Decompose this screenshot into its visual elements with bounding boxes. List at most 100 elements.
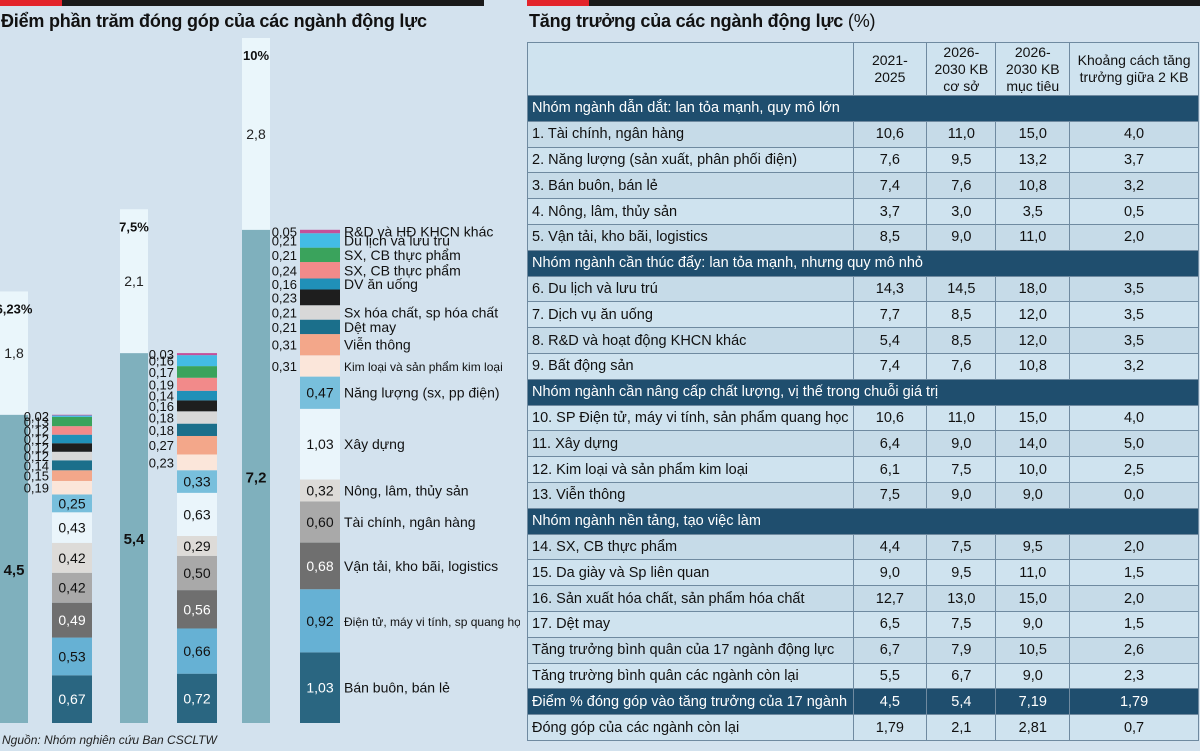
row-value: 7,4 [852, 352, 928, 380]
breakdown-value-label: 0,21 [272, 305, 297, 320]
breakdown-value-label: 0,56 [183, 601, 210, 617]
row-value: 0,7 [1069, 714, 1199, 741]
row-value: 10,0 [995, 456, 1071, 483]
table-row: Tăng trường bình quân các ngành còn lại 5… [527, 662, 1199, 690]
row-value: 11,0 [995, 223, 1071, 251]
main-bar-base [120, 353, 148, 723]
main-bar-remaining [120, 209, 148, 354]
row-label: 15. Da giày và Sp liên quan [527, 559, 854, 587]
breakdown-value-label: 0,68 [306, 558, 333, 574]
sector-label: Năng lượng (sx, pp điện) [344, 385, 500, 401]
row-label: 12. Kim loại và sản phẩm kim loại [527, 456, 854, 483]
main-bar-base [0, 414, 28, 723]
section-title: Nhóm ngành cần thúc đẩy: lan tỏa mạnh, n… [527, 249, 1199, 277]
row-value: 4,0 [1069, 120, 1199, 148]
table-row: 10. SP Điện tử, máy vi tính, sản phẩm qu… [527, 404, 1199, 432]
main-bar-remaining [0, 291, 28, 415]
breakdown-segment [177, 535, 217, 556]
sector-label: DV ăn uống [344, 276, 418, 292]
row-value: 7,6 [926, 172, 997, 200]
row-value: 9,5 [926, 559, 997, 587]
table-row: 3. Bán buôn, bán lẻ 7,4 7,6 10,8 3,2 [527, 172, 1199, 200]
breakdown-segment [300, 355, 340, 377]
breakdown-segment [177, 400, 217, 412]
breakdown-value-label: 0,12 [24, 449, 49, 464]
main-bar-remaining-label: 2,8 [246, 126, 266, 142]
row-value: 7,5 [852, 481, 928, 509]
sector-label: Du lịch và lưu trú [344, 232, 450, 248]
sector-label: Điện tử, máy vi tính, sp quang học [344, 615, 520, 629]
breakdown-segment [52, 434, 92, 444]
left-top-bar [0, 0, 484, 6]
breakdown-value-label: 0,72 [183, 690, 210, 706]
section-title: Nhóm ngành cần nâng cấp chất lượng, vị t… [527, 378, 1199, 406]
row-value: 6,4 [852, 430, 928, 458]
row-value: 5,0 [1069, 430, 1199, 458]
row-label: 6. Du lịch và lưu trú [527, 275, 854, 303]
breakdown-segment [177, 355, 217, 367]
sector-label: Vận tải, kho bãi, logistics [344, 558, 498, 574]
row-value: 3,0 [926, 198, 997, 225]
breakdown-segment [52, 494, 92, 513]
row-label: 10. SP Điện tử, máy vi tính, sản phẩm qu… [527, 404, 854, 432]
sector-label: Tài chính, ngân hàng [344, 514, 476, 530]
breakdown-segment [52, 512, 92, 543]
table-header-cell: 2021-2025 [852, 42, 928, 96]
table-row: 15. Da giày và Sp liên quan 9,0 9,5 11,0 1,5 [527, 559, 1199, 587]
highlight-row: Điểm % đóng góp vào tăng trưởng của 17 n… [527, 688, 1199, 716]
breakdown-segment [52, 572, 92, 603]
breakdown-segment [300, 262, 340, 279]
sector-label: Dệt may [344, 319, 396, 335]
breakdown-value-label: 1,03 [306, 680, 333, 696]
breakdown-value-label: 0,17 [149, 365, 174, 380]
table-row: 16. Sản xuất hóa chất, sản phẩm hóa chất… [527, 585, 1199, 612]
table-row: 1. Tài chính, ngân hàng 10,6 11,0 15,0 4,0 [527, 120, 1199, 148]
row-value: 7,9 [926, 636, 997, 664]
row-value: 2,3 [1069, 662, 1199, 690]
breakdown-value-label: 0,29 [183, 538, 210, 554]
breakdown-value-label: 0,21 [272, 320, 297, 335]
breakdown-value-label: 0,92 [306, 613, 333, 629]
breakdown-value-label: 0,27 [149, 438, 174, 453]
row-value: 1,5 [1069, 610, 1199, 638]
row-value: 4,4 [852, 533, 928, 561]
main-bar-total-label: 6,23% [0, 301, 33, 316]
row-value: 12,7 [852, 585, 928, 612]
row-value: 15,0 [995, 120, 1071, 148]
row-value: 7,4 [852, 172, 928, 200]
row-value: 0,5 [1069, 198, 1199, 225]
breakdown-segment [52, 414, 92, 416]
row-label: Tăng trường bình quân các ngành còn lại [527, 662, 854, 690]
breakdown-value-label: 0,12 [24, 440, 49, 455]
row-value: 10,6 [852, 404, 928, 432]
table-row: 6. Du lịch và lưu trú 14,3 14,5 18,0 3,5 [527, 275, 1199, 303]
breakdown-segment [300, 501, 340, 543]
source-note: Nguồn: Nhóm nghiên cứu Ban CSCLTW [2, 733, 217, 747]
row-value: 9,0 [926, 481, 997, 509]
breakdown-segment [300, 229, 340, 234]
section-header-row: Nhóm ngành nền tảng, tạo việc làm [527, 507, 1199, 535]
row-value: 3,5 [1069, 301, 1199, 329]
row-value: 1,5 [1069, 559, 1199, 587]
row-value: 9,5 [995, 533, 1071, 561]
row-value: 5,4 [926, 688, 997, 716]
row-value: 3,5 [995, 198, 1071, 225]
row-label: 14. SX, CB thực phẩm [527, 533, 854, 561]
breakdown-segment [177, 377, 217, 391]
row-value: 10,5 [995, 636, 1071, 664]
section-title: Nhóm ngành nền tảng, tạo việc làm [527, 507, 1199, 535]
row-value: 5,4 [852, 327, 928, 354]
row-value: 9,0 [995, 662, 1071, 690]
row-value: 8,5 [926, 327, 997, 354]
row-value: 7,6 [926, 352, 997, 380]
breakdown-segment [300, 319, 340, 335]
row-value: 6,7 [926, 662, 997, 690]
row-value: 10,6 [852, 120, 928, 148]
row-value: 11,0 [995, 559, 1071, 587]
breakdown-segment [177, 366, 217, 378]
breakdown-segment [177, 470, 217, 493]
breakdown-segment [300, 542, 340, 590]
main-bar-base-label: 5,4 [124, 531, 146, 548]
row-value: 14,3 [852, 275, 928, 303]
sector-label: Bán buôn, bán lẻ [344, 680, 450, 696]
